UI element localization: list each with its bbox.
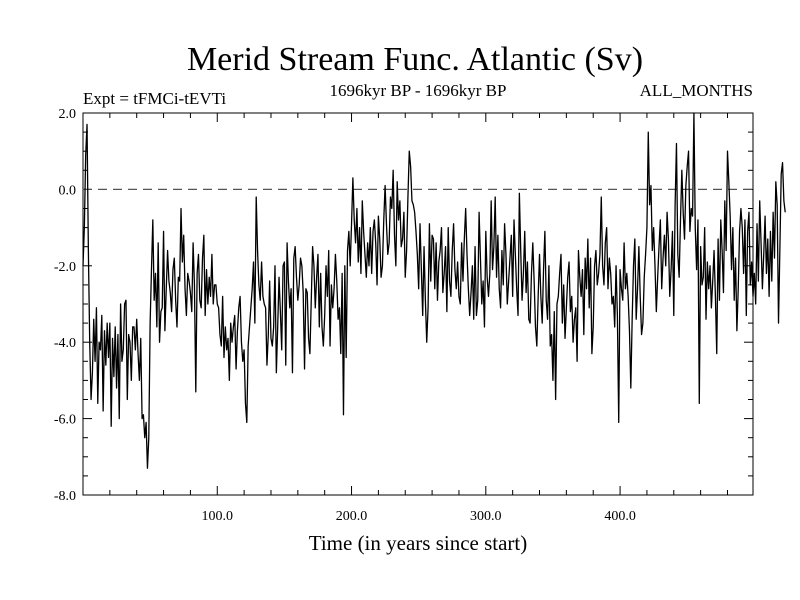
y-tick-label: 0.0 <box>59 183 77 198</box>
chart-title: Merid Stream Func. Atlantic (Sv) <box>187 41 643 78</box>
x-tick-label: 200.0 <box>336 509 368 524</box>
y-tick-label: -6.0 <box>54 413 76 428</box>
y-tick-label: 2.0 <box>59 107 77 122</box>
x-axis-label: Time (in years since start) <box>309 531 528 555</box>
x-tick-label: 300.0 <box>470 509 502 524</box>
period-label: 1696kyr BP - 1696kyr BP <box>330 81 507 100</box>
months-label: ALL_MONTHS <box>640 81 753 100</box>
experiment-label: Expt = tFMCi-tEVTi <box>83 89 226 108</box>
series-line <box>82 112 786 469</box>
x-tick-label: 100.0 <box>202 509 234 524</box>
plot-frame <box>82 112 754 496</box>
y-tick-label: -8.0 <box>54 489 76 504</box>
ticks-layer: 2.0 0.0 -2.0 -4.0 -6.0 -8.0 100.0 200.0 300.0 400… <box>54 107 753 524</box>
y-tick-label: -2.0 <box>54 260 76 275</box>
x-tick-label: 400.0 <box>604 509 636 524</box>
y-tick-label: -4.0 <box>54 336 76 351</box>
